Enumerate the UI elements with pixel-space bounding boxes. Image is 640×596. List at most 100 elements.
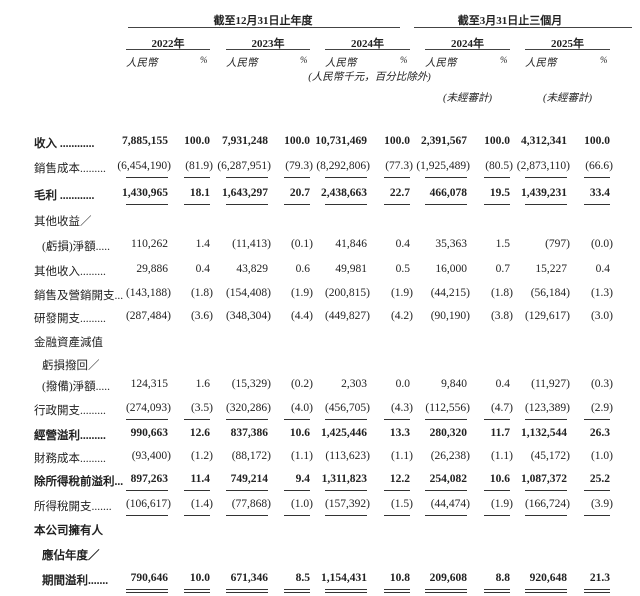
percent-cell: (1.5): [390, 498, 413, 510]
amount-cell: 254,082: [429, 473, 467, 485]
percent-cell: (0.0): [590, 238, 613, 250]
percent-cell: (1.0): [290, 498, 313, 510]
underline: [584, 490, 610, 491]
percent-header: %: [300, 55, 308, 65]
underline: [284, 515, 310, 516]
percent-cell: 8.5: [295, 572, 310, 584]
percent-cell: 13.3: [389, 427, 410, 439]
underline: [525, 204, 567, 205]
divider: [128, 27, 400, 28]
percent-cell: 0.7: [495, 263, 510, 275]
percent-cell: 100.0: [384, 135, 410, 147]
percent-cell: (2.9): [590, 402, 613, 414]
amount-cell: (26,238): [430, 450, 470, 462]
divider: [525, 49, 610, 50]
amount-cell: (797): [545, 238, 570, 250]
underline: [525, 490, 567, 491]
underline: [226, 490, 268, 491]
underline: [325, 592, 367, 593]
row-label: 毛利 ............: [34, 190, 95, 202]
group-header-annual: 截至12月31日止年度: [213, 15, 313, 27]
percent-cell: 12.6: [189, 427, 210, 439]
percent-cell: (1.9): [290, 287, 313, 299]
amount-cell: (320,286): [225, 402, 271, 414]
underline: [325, 419, 367, 420]
percent-cell: 20.7: [289, 187, 310, 199]
row-label: 其他收入.........: [34, 266, 106, 278]
row-label: 其他收益／: [34, 216, 92, 228]
percent-cell: (0.1): [290, 238, 313, 250]
row-label: 經營溢利.........: [34, 430, 106, 442]
amount-cell: (129,617): [524, 310, 570, 322]
amount-cell: 466,078: [429, 187, 467, 199]
underline: [425, 589, 467, 590]
percent-cell: (1.3): [590, 287, 613, 299]
underline: [184, 204, 210, 205]
percent-cell: 0.4: [595, 263, 610, 275]
underline: [384, 589, 410, 590]
amount-cell: (112,556): [425, 402, 470, 414]
amount-cell: (287,484): [125, 310, 171, 322]
underline: [584, 589, 610, 590]
percent-cell: (4.7): [490, 402, 513, 414]
underline: [584, 515, 610, 516]
underline: [284, 204, 310, 205]
amount-cell: 897,263: [130, 473, 168, 485]
underline: [325, 589, 367, 590]
underline: [484, 490, 510, 491]
percent-cell: (4.3): [390, 402, 413, 414]
underline: [126, 490, 168, 491]
underline: [425, 515, 467, 516]
amount-cell: (143,188): [125, 287, 171, 299]
underline: [126, 419, 168, 420]
underline: [425, 177, 467, 178]
amount-cell: (11,413): [232, 238, 271, 250]
amount-cell: 790,646: [130, 572, 168, 584]
underline: [226, 204, 268, 205]
divider: [226, 49, 310, 50]
percent-cell: 33.4: [589, 187, 610, 199]
percent-cell: 10.0: [189, 572, 210, 584]
amount-cell: (90,190): [430, 310, 470, 322]
amount-cell: 990,663: [130, 427, 168, 439]
amount-cell: (123,389): [524, 402, 570, 414]
percent-cell: (3.5): [190, 402, 213, 414]
amount-cell: 2,391,567: [421, 135, 467, 147]
amount-cell: (44,474): [430, 498, 470, 510]
underline: [384, 515, 410, 516]
underline: [325, 490, 367, 491]
amount-cell: (200,815): [324, 287, 370, 299]
underline: [484, 589, 510, 590]
row-label: 金融資產減值: [34, 337, 103, 349]
amount-cell: (274,093): [125, 402, 171, 414]
percent-cell: 0.4: [395, 238, 410, 250]
unaudited-note: (未經審計): [543, 93, 592, 104]
percent-cell: 11.4: [190, 473, 211, 485]
underline: [525, 419, 567, 420]
unit-note: (人民幣千元，百分比除外): [308, 72, 431, 83]
amount-cell: (88,172): [231, 450, 271, 462]
divider: [126, 49, 210, 50]
percent-cell: (1.1): [490, 450, 513, 462]
underline: [184, 177, 210, 178]
underline: [484, 177, 510, 178]
amount-cell: (77,868): [231, 498, 271, 510]
amount-cell: 1,311,823: [321, 473, 367, 485]
underline: [284, 490, 310, 491]
amount-cell: 15,227: [535, 263, 567, 275]
percent-cell: (77.3): [385, 160, 413, 172]
row-label: 收入 ............: [34, 138, 95, 150]
percent-cell: (3.6): [190, 310, 213, 322]
amount-cell: (6,454,190): [117, 160, 171, 172]
percent-cell: (80.5): [485, 160, 513, 172]
amount-cell: 1,439,231: [521, 187, 567, 199]
row-label: 銷售及營銷開支...: [34, 290, 124, 302]
percent-cell: 25.2: [589, 473, 610, 485]
row-label: 銷售成本.........: [34, 163, 106, 175]
underline: [184, 589, 210, 590]
row-label: (虧損)淨額.....: [42, 241, 111, 253]
amount-cell: 1,643,297: [222, 187, 268, 199]
year-header: 2024年: [351, 38, 384, 50]
amount-cell: 671,346: [230, 572, 268, 584]
amount-cell: 4,312,341: [521, 135, 567, 147]
